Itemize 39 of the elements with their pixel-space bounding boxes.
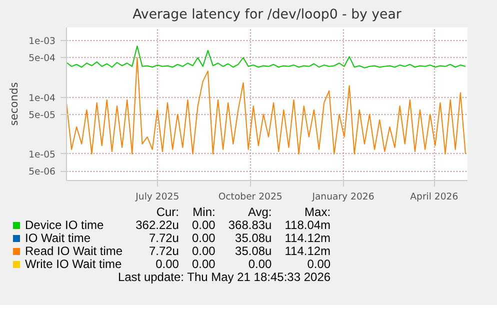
legend-label: Write IO Wait time [24,257,123,271]
text: 0.00 [154,257,180,271]
text: 0.00 [306,257,332,271]
x-tick-label: July 2025 [134,192,180,202]
text: Last update: Thu May 21 18:45:33 2026 [116,270,332,284]
y-tick-label: 5e-04 [28,53,56,64]
text: 0.00 [190,257,216,271]
legend-label: Read IO Wait time [24,244,124,258]
text: Min: [192,205,216,219]
line-series [66,57,466,154]
text: 0.00 [190,244,216,258]
text: 7.72u [148,244,180,258]
text: 362.22u [134,218,180,232]
text: 0.00 [190,218,216,232]
text: 118.04m [284,218,332,232]
text: 114.12m [284,244,332,258]
text: 7.72u [148,231,180,245]
text: Max: [304,205,332,219]
y-tick-label: 1e-03 [28,36,56,48]
chart-title: Average latency for /dev/loop0 - by year [132,8,402,22]
y-tick-label: 5e-06 [28,166,56,178]
y-tick-label: 1e-05 [28,149,56,160]
y-tick-label: 5e-05 [28,110,56,121]
text: Avg: [246,205,273,219]
y-tick-label: 1e-04 [28,92,56,104]
legend-label: IO Wait time [24,231,92,245]
x-tick-label: October 2025 [218,192,282,202]
text: 0.00 [247,257,273,271]
text: 35.08u [234,231,273,245]
text: 368.83u [227,218,273,232]
y-axis-title: seconds [8,82,21,126]
text: Cur: [155,205,180,219]
x-tick-label: April 2026 [410,192,458,202]
text: 114.12m [284,231,332,245]
x-tick-label: January 2026 [311,192,374,202]
line-series [66,46,466,68]
legend-label: Device IO time [24,218,105,232]
text: 0.00 [190,231,216,245]
text: 35.08u [234,244,273,258]
